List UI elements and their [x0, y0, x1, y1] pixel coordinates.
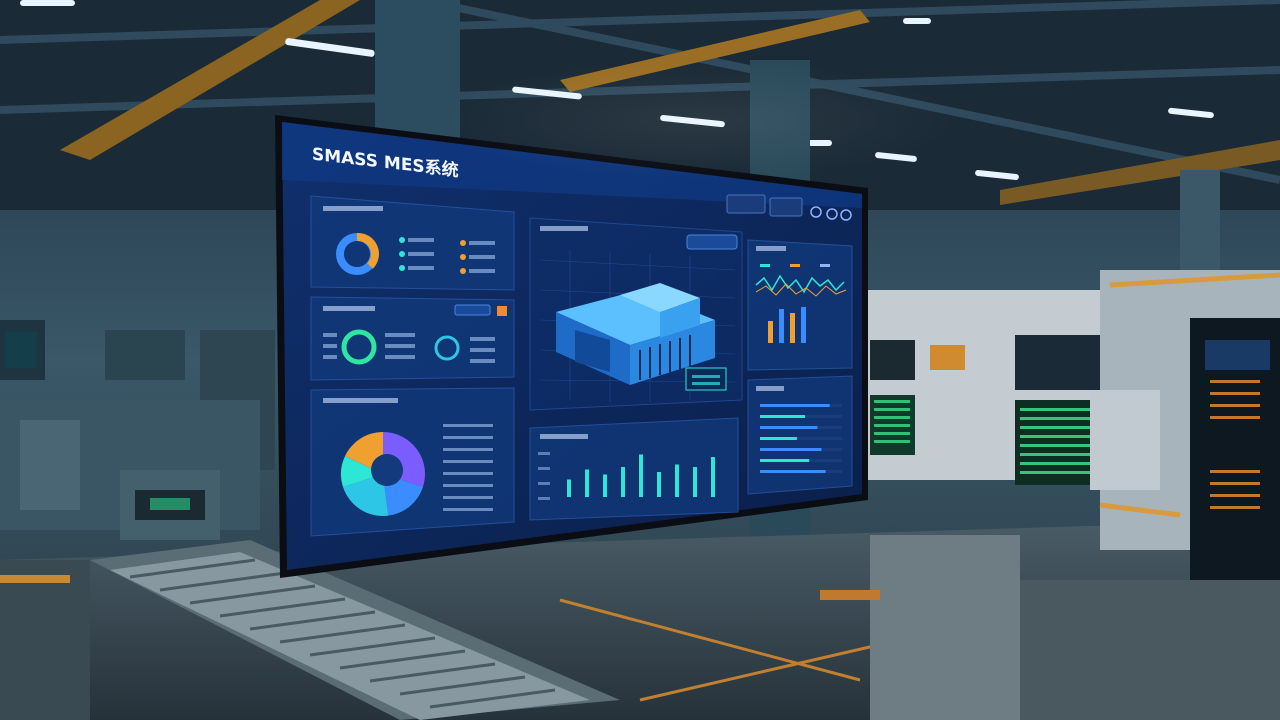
pie-slice: [343, 474, 389, 516]
pie-slice: [341, 456, 383, 487]
bar: [603, 474, 607, 497]
panel-pie-title: [323, 398, 398, 403]
bar: [639, 454, 643, 497]
bar-axis-labels: [538, 452, 550, 500]
panel-line: [747, 239, 853, 371]
bar: [567, 479, 571, 497]
ring-gauge-2: [434, 335, 460, 361]
pie-legend: [443, 424, 493, 511]
small-bar: [801, 307, 806, 343]
panel-status-title: [323, 206, 383, 211]
progress-fill: [760, 426, 818, 429]
user-icon[interactable]: [826, 208, 838, 220]
progress-fill: [760, 459, 810, 462]
panel-bars-title: [540, 434, 588, 439]
bar: [585, 469, 589, 497]
small-bar-series: [768, 307, 806, 343]
settings-icon[interactable]: [810, 206, 822, 218]
rings-orange-indicator: [497, 306, 507, 316]
progress-fill: [760, 448, 822, 451]
status-legend: [399, 237, 495, 274]
small-bar: [768, 321, 773, 343]
ring-gauge-1: [341, 329, 377, 365]
panel-rings-title: [323, 306, 375, 311]
light-haze: [440, 60, 960, 180]
panel-model-title: [540, 226, 588, 231]
model-view-button[interactable]: [686, 234, 738, 250]
progress-fill: [760, 415, 806, 418]
pie-hole: [371, 454, 403, 486]
monitor: SMASS MES系统: [275, 115, 868, 578]
panel-progress-title: [756, 386, 784, 391]
rings-filter-button[interactable]: [454, 304, 491, 316]
left-machines: [0, 320, 275, 540]
rings-labels: [323, 333, 495, 363]
bar: [711, 457, 715, 497]
bar: [621, 467, 625, 497]
panel-bars: [529, 417, 739, 521]
progress-fill: [760, 437, 797, 440]
line-series-2: [755, 283, 847, 297]
small-bar: [790, 313, 795, 343]
right-machines: [820, 270, 1280, 720]
panel-line-title: [756, 246, 786, 251]
bar: [657, 472, 661, 497]
progress-fill: [760, 404, 830, 407]
line-legend: [760, 264, 830, 267]
conveyor: [0, 540, 620, 720]
small-bar: [779, 309, 784, 343]
bar: [693, 467, 697, 497]
progress-track: [760, 437, 842, 440]
machine-3d-model: [556, 283, 727, 391]
pie-chart: [341, 432, 425, 516]
header-button-2[interactable]: [769, 197, 803, 217]
bar-series: [567, 454, 715, 497]
progress-list: [760, 404, 842, 473]
status-donut-segment: [356, 233, 379, 269]
panel-progress: [747, 375, 853, 495]
line-series-1: [755, 274, 845, 294]
power-icon[interactable]: [840, 209, 852, 221]
progress-fill: [760, 470, 826, 473]
header-button-1[interactable]: [726, 194, 766, 214]
floor-markings: [559, 598, 901, 702]
bar: [675, 464, 679, 497]
